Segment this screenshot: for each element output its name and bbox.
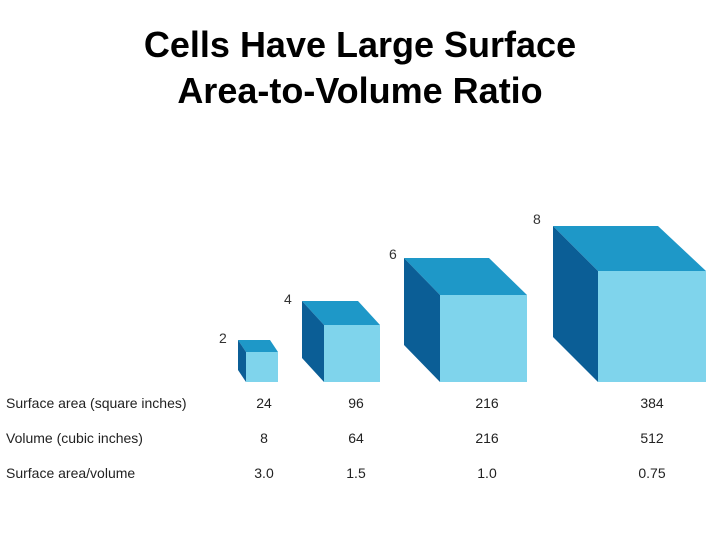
cube-8-top [553, 226, 706, 271]
volume-cell-2: 8 [260, 430, 268, 446]
cube-side-6 [404, 258, 527, 382]
cube-6-top [404, 258, 527, 295]
volume-cell-8: 512 [640, 430, 664, 446]
volume-cell-6: 216 [475, 430, 499, 446]
cube-4-top [302, 301, 380, 325]
cube-2-side [238, 340, 246, 382]
cube-6-side [404, 258, 440, 382]
cube-2-top [238, 340, 278, 352]
row-label-volume: Volume (cubic inches) [6, 430, 143, 446]
ratio-cell-8: 0.75 [638, 465, 666, 481]
surface-area-cell-4: 96 [348, 395, 364, 411]
cube-4-side [302, 301, 324, 382]
cube-side-8 [553, 226, 706, 382]
cube-label-4: 4 [284, 291, 292, 307]
cube-side-2 [238, 340, 278, 382]
cube-2-front [246, 352, 278, 382]
cube-6-front [440, 295, 527, 382]
cube-8-side [553, 226, 598, 382]
slide-title: Cells Have Large Surface Area-to-Volume … [0, 22, 720, 114]
surface-area-cell-8: 384 [640, 395, 664, 411]
surface-area-cell-2: 24 [256, 395, 272, 411]
cube-side-4 [302, 301, 380, 382]
cube-8-front [598, 271, 706, 382]
row-label-surface-area: Surface area (square inches) [6, 395, 187, 411]
ratio-cell-6: 1.0 [477, 465, 497, 481]
title-line-2: Area-to-Volume Ratio [177, 70, 543, 111]
ratio-cell-4: 1.5 [346, 465, 366, 481]
cube-label-2: 2 [219, 330, 227, 346]
title-line-1: Cells Have Large Surface [143, 24, 577, 65]
surface-area-cell-6: 216 [475, 395, 499, 411]
cube-label-6: 6 [389, 246, 397, 262]
cube-4-front [324, 325, 380, 382]
volume-cell-4: 64 [348, 430, 364, 446]
cube-label-8: 8 [533, 211, 541, 227]
row-label-ratio: Surface area/volume [6, 465, 136, 481]
ratio-cell-2: 3.0 [254, 465, 274, 481]
